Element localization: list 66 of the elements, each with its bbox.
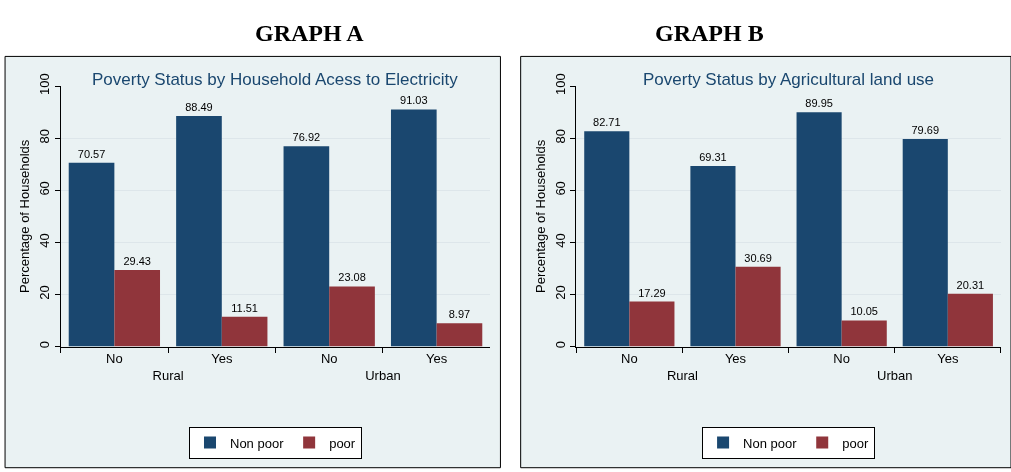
legend-label: Non poor	[743, 435, 798, 451]
chart-title: GRAPH A	[255, 20, 365, 46]
y-tick-label: 40	[37, 233, 53, 248]
y-tick-label: 100	[37, 73, 53, 96]
chart-title: GRAPH B	[655, 20, 764, 46]
x-tick-label: No	[106, 351, 123, 367]
bar	[114, 269, 161, 347]
data-label: 91.03	[400, 94, 428, 107]
data-label: 10.05	[850, 305, 878, 318]
data-label: 20.31	[956, 278, 985, 291]
y-tick-label: 0	[553, 341, 569, 349]
data-label: 76.92	[292, 131, 321, 144]
bar	[796, 112, 842, 347]
chart-subtitle: Poverty Status by Household Acess to Electricity	[92, 70, 459, 89]
y-tick-label: 60	[553, 181, 569, 196]
y-tick-label: 80	[553, 129, 569, 144]
data-label: 8.97	[448, 308, 471, 321]
x-tick-label: No	[621, 351, 638, 367]
data-label: 79.69	[911, 124, 940, 137]
y-tick-label: 0	[37, 341, 53, 349]
y-axis-title: Percentage of Households	[17, 139, 33, 293]
text: Urban	[877, 368, 913, 384]
text: Urban	[365, 368, 401, 384]
data-label: 70.57	[77, 147, 106, 160]
y-tick-label: 40	[553, 233, 569, 248]
legend-label: Non poor	[230, 435, 285, 451]
bar	[68, 162, 115, 347]
bar	[902, 139, 948, 347]
data-label: 30.69	[744, 251, 772, 264]
bar	[690, 166, 736, 347]
y-tick-label: 80	[37, 129, 53, 144]
chart-subtitle: Poverty Status by Agricultural land use	[643, 70, 935, 89]
x-tick-label: Yes	[937, 351, 959, 367]
x-tick-label: Yes	[724, 351, 747, 367]
x-tick-label: Yes	[426, 351, 448, 367]
bar	[947, 293, 993, 347]
y-tick-label: 20	[37, 285, 53, 300]
y-axis-title: Percentage of Households	[533, 139, 549, 293]
bar	[841, 320, 887, 347]
legend-label: poor	[329, 435, 356, 451]
data-label: 82.71	[593, 116, 621, 129]
bar	[221, 316, 268, 347]
bar	[283, 146, 330, 347]
text: Rural	[152, 368, 184, 384]
bar	[629, 301, 675, 347]
data-label: 17.29	[638, 286, 666, 299]
x-tick-label: No	[320, 351, 338, 367]
y-tick-label: 60	[37, 181, 53, 196]
bar	[390, 109, 437, 347]
data-label: 11.51	[231, 301, 258, 314]
data-label: 89.95	[805, 97, 833, 110]
x-tick-label: No	[833, 351, 850, 367]
data-label: 69.31	[699, 151, 727, 164]
y-tick-label: 100	[553, 73, 569, 96]
bar	[584, 131, 630, 347]
data-label: 88.49	[185, 101, 213, 114]
y-tick-label: 20	[553, 285, 569, 300]
data-label: 23.08	[338, 271, 366, 284]
text: Rural	[666, 368, 699, 384]
data-label: 29.43	[123, 254, 151, 267]
x-tick-label: Yes	[211, 351, 233, 367]
bar	[436, 323, 483, 347]
legend-label: poor	[842, 435, 869, 451]
bar	[329, 286, 375, 347]
bar	[735, 266, 781, 347]
bar	[176, 116, 222, 347]
